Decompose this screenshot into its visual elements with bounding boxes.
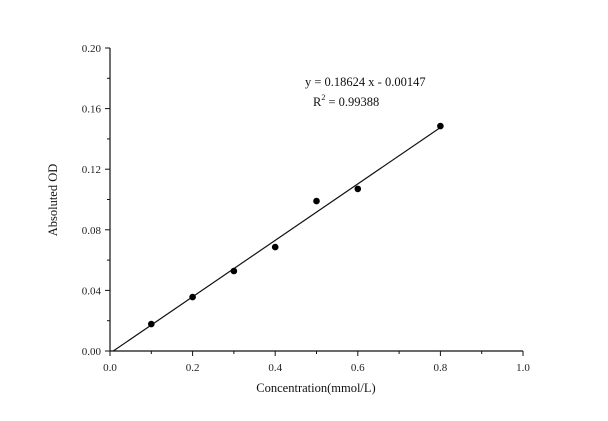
y-tick-label: 0.08	[82, 225, 102, 237]
data-point	[189, 293, 196, 301]
x-tick-label: 0.4	[268, 362, 282, 374]
data-points	[148, 122, 444, 328]
data-point	[437, 122, 444, 130]
y-tick-label: 0.12	[82, 164, 101, 176]
y-tick-label: 0.16	[82, 104, 102, 116]
data-point	[313, 197, 320, 205]
x-tick-label: 0.8	[434, 362, 448, 374]
r-squared: R2 = 0.99388	[313, 93, 379, 109]
y-tick-label: 0.04	[82, 285, 102, 297]
axes: 0.0 0.2 0.4 0.6 0.8 1.0 0.00 0.04 0.08 0.12 0.16 0.…	[82, 43, 531, 374]
regression-line	[112, 127, 441, 352]
x-tick-label: 0.0	[103, 362, 117, 374]
y-tick-label: 0.20	[82, 43, 102, 55]
regression-equation: y = 0.18624 x - 0.00147	[305, 75, 426, 89]
x-tick-label: 1.0	[516, 362, 530, 374]
data-point	[354, 185, 362, 193]
y-axis-title: Absoluted OD	[46, 164, 60, 237]
data-point	[271, 243, 279, 251]
x-axis-title: Concentration(mmol/L)	[256, 381, 375, 395]
y-tick-label: 0.00	[82, 346, 102, 358]
x-tick-label: 0.6	[351, 362, 365, 374]
data-point	[230, 267, 238, 275]
data-point	[148, 320, 155, 328]
x-tick-label: 0.2	[186, 362, 200, 374]
